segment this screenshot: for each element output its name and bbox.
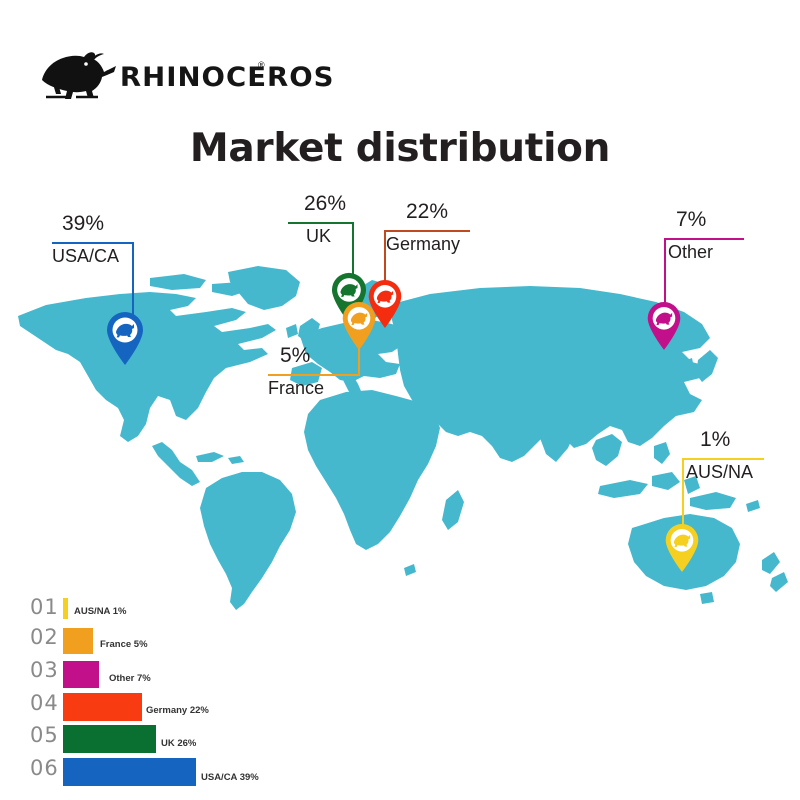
landmass-caribbean [196, 452, 224, 462]
landmass-japan [696, 350, 718, 382]
legend-label-uk: UK 26% [161, 738, 197, 749]
landmass-borneo [652, 472, 680, 490]
callout-germany-stem [384, 230, 386, 296]
landmass-sulawesi [684, 476, 700, 494]
callout-aus-na-stem [682, 458, 684, 550]
legend-row-germany[interactable]: 04 Germany 22% [30, 691, 310, 721]
registered-trademark-symbol: ® [258, 60, 265, 70]
landmass-british-isles [298, 318, 320, 342]
map-pin-france[interactable] [340, 300, 378, 351]
callout-usa-ca-rule [52, 242, 134, 244]
legend-number: 02 [30, 625, 59, 649]
legend-row-aus-na[interactable]: 01 AUS/NA 1% [30, 595, 310, 625]
callout-uk-percent: 26% [304, 192, 347, 215]
landmass-caribbean-2 [228, 456, 244, 464]
landmass-central-america [152, 442, 200, 486]
legend-label-germany: Germany 22% [146, 705, 209, 716]
legend-label-usa-ca: USA/CA 39% [201, 772, 259, 783]
legend-label-france: France 5% [100, 639, 148, 650]
callout-germany-name: Germany [386, 234, 461, 254]
legend-bar-usa-ca [63, 758, 196, 786]
legend-bar-france [63, 628, 93, 654]
map-pin-other[interactable] [645, 300, 683, 351]
landmass-africa [304, 390, 440, 550]
callout-france-percent: 5% [280, 344, 311, 367]
callout-uk-stem [352, 222, 354, 290]
callout-france-stem [358, 332, 360, 374]
legend-number: 01 [30, 595, 59, 619]
callout-france-name: France [268, 378, 325, 398]
legend-row-france[interactable]: 02 France 5% [30, 625, 310, 655]
landmass-greenland [228, 266, 300, 310]
landmass-island-misc-3 [404, 564, 416, 576]
landmass-philippines [654, 442, 670, 464]
landmass-ireland [286, 324, 298, 338]
callout-aus-na-percent: 1% [700, 428, 731, 451]
callout-other-rule [664, 238, 744, 240]
legend-label-aus-na: AUS/NA 1% [74, 606, 127, 617]
landmass-north-america [18, 292, 276, 442]
landmass-new-guinea [690, 492, 736, 510]
callout-germany-percent: 22% [406, 200, 449, 223]
landmass-arabia [440, 396, 482, 434]
landmass-madagascar [442, 490, 464, 530]
legend-number: 03 [30, 658, 59, 682]
landmass-tasmania [700, 592, 714, 604]
callout-uk-name: UK [306, 226, 332, 246]
callout-other-name: Other [668, 242, 714, 262]
legend-number: 05 [30, 723, 59, 747]
landmass-arctic-islands [150, 274, 206, 290]
map-pin-aus-na[interactable] [663, 522, 701, 573]
landmass-europe [300, 320, 406, 382]
map-pin-usa-ca[interactable] [104, 310, 146, 366]
legend-row-other[interactable]: 03 Other 7% [30, 658, 310, 688]
callout-aus-na-name: AUS/NA [686, 462, 754, 482]
landmass-island-misc-1 [746, 500, 760, 512]
callout-france-rule [268, 374, 360, 376]
callout-usa-ca-name: USA/CA [52, 246, 120, 266]
callout-other-stem [664, 238, 666, 316]
map-pin-germany[interactable] [366, 278, 404, 329]
landmass-indonesia [598, 480, 648, 498]
page-title: Market distribution [189, 126, 611, 171]
landmass-india [536, 408, 576, 462]
legend-bar-aus-na [63, 598, 68, 619]
landmass-korea [682, 358, 694, 372]
rhino-logo-icon [42, 52, 116, 99]
callout-uk-rule [288, 222, 354, 224]
legend-bar-other [63, 661, 99, 688]
legend-row-usa-ca[interactable]: 06 USA/CA 39% [30, 756, 310, 786]
brand-logo: RHINOCEROS ® [34, 50, 334, 102]
legend-label-other: Other 7% [109, 673, 151, 684]
landmass-south-america [200, 472, 296, 610]
callout-other-percent: 7% [676, 208, 707, 231]
callout-usa-ca-stem [132, 242, 134, 328]
legend: 01 AUS/NA 1% 02 France 5% 03 Other 7% 04… [30, 595, 310, 786]
legend-bar-germany [63, 693, 142, 721]
callout-germany-rule [384, 230, 470, 232]
legend-number: 04 [30, 691, 59, 715]
callout-usa-ca-percent: 39% [62, 212, 105, 235]
legend-bar-uk [63, 725, 156, 753]
landmass-iceland [256, 294, 280, 308]
landmass-new-zealand-2 [770, 572, 788, 592]
brand-wordmark: RHINOCEROS [119, 62, 335, 93]
landmass-southeast-asia [592, 434, 622, 466]
landmass-arctic-islands-2 [212, 282, 250, 296]
legend-number: 06 [30, 756, 59, 780]
callout-aus-na-rule [682, 458, 764, 460]
landmass-new-zealand [762, 552, 780, 574]
landmass-island-misc-2 [560, 374, 574, 386]
legend-row-uk[interactable]: 05 UK 26% [30, 723, 310, 753]
